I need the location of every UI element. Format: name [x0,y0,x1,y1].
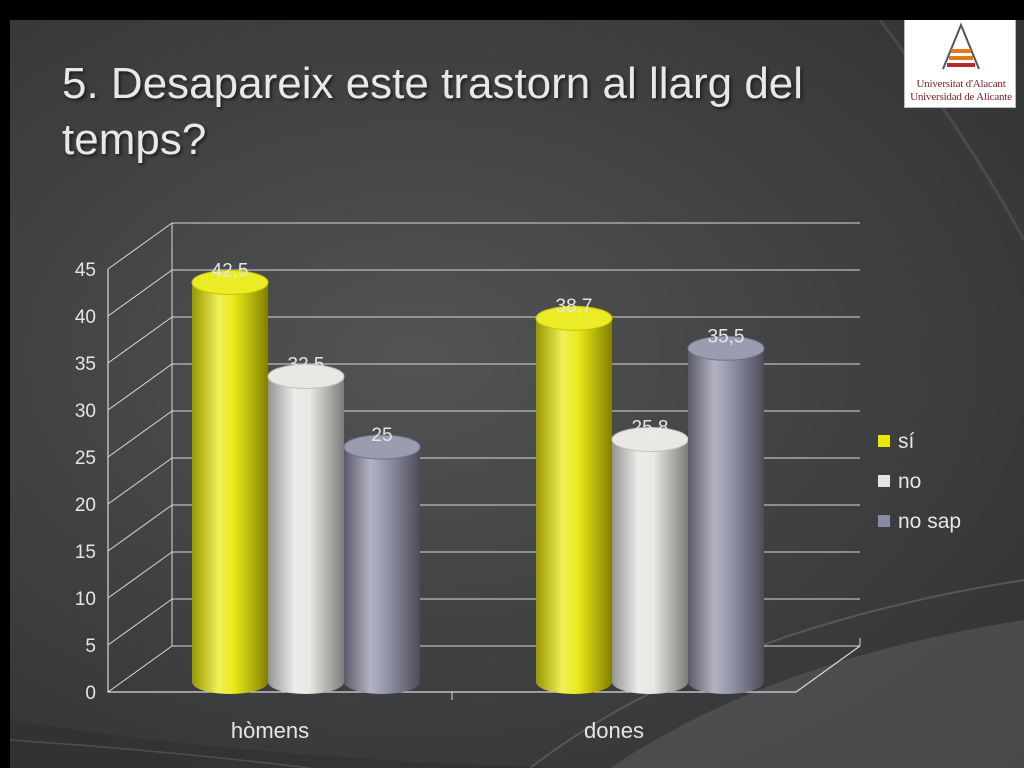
legend-label: no [898,470,921,493]
bar-top-no-sap-0 [343,434,421,460]
y-tick-label: 0 [85,683,96,704]
legend-swatch [878,475,890,487]
bar-no-1 [612,439,688,694]
university-emblem-icon [942,22,980,70]
data-label: 42,5 [212,261,249,282]
bar-top-no-0 [267,364,345,389]
slide-title: 5. Desapareix este trastorn al llarg del… [62,59,804,164]
y-tick-label: 20 [75,495,96,516]
gridline-side [107,222,173,270]
bar-top-sí-0 [191,270,269,295]
logo-text-valencian: Universitat d'Alacant [916,78,1006,90]
data-label: 38,7 [556,296,593,317]
gridline-side [107,316,173,364]
legend-label: no sap [898,510,961,533]
x-category-label: hòmens [231,718,309,743]
gridline-side [107,645,173,693]
data-label: 25,8 [632,417,669,438]
gridline-side [107,598,173,646]
legend-label: sí [898,430,915,453]
bar-sí-1 [536,318,612,694]
x-category-label: dones [584,718,644,743]
bar-no-sap-1 [688,348,764,694]
bar-chart: 0 5 10 15 20 25 30 35 40 45 42,5 32,5 25 hòmens 38,7 25… [75,222,961,743]
university-logo: Universitat d'Alacant Universidad de Ali… [904,20,1016,108]
y-tick-label: 25 [75,448,96,469]
legend-swatch [878,515,890,527]
data-label: 32,5 [288,355,325,376]
y-tick-label: 40 [75,307,96,328]
y-tick-label: 35 [75,354,96,375]
gridline-side [107,551,173,599]
bar-sí-0 [192,282,268,694]
logo-text-spanish: Universidad de Alicante [910,91,1012,103]
slide: 5. Desapareix este trastorn al llarg del… [10,20,1024,768]
y-tick-label: 30 [75,401,96,422]
y-tick-label: 5 [85,636,96,657]
y-tick-label: 10 [75,589,96,610]
gridline-side [107,457,173,505]
legend-swatch [878,435,890,447]
bar-top-sí-1 [535,305,613,331]
gridline-side [107,410,173,458]
gridline-side [107,363,173,411]
data-label: 25 [371,425,392,446]
y-tick-label: 45 [75,260,96,281]
bar-no-0 [268,376,344,694]
data-label: 35,5 [708,326,745,347]
bar-top-no-sap-1 [687,335,765,361]
y-tick-label: 15 [75,542,96,563]
bar-no-sap-0 [344,447,420,694]
gridline-side [107,504,173,552]
gridline-side [107,269,173,317]
